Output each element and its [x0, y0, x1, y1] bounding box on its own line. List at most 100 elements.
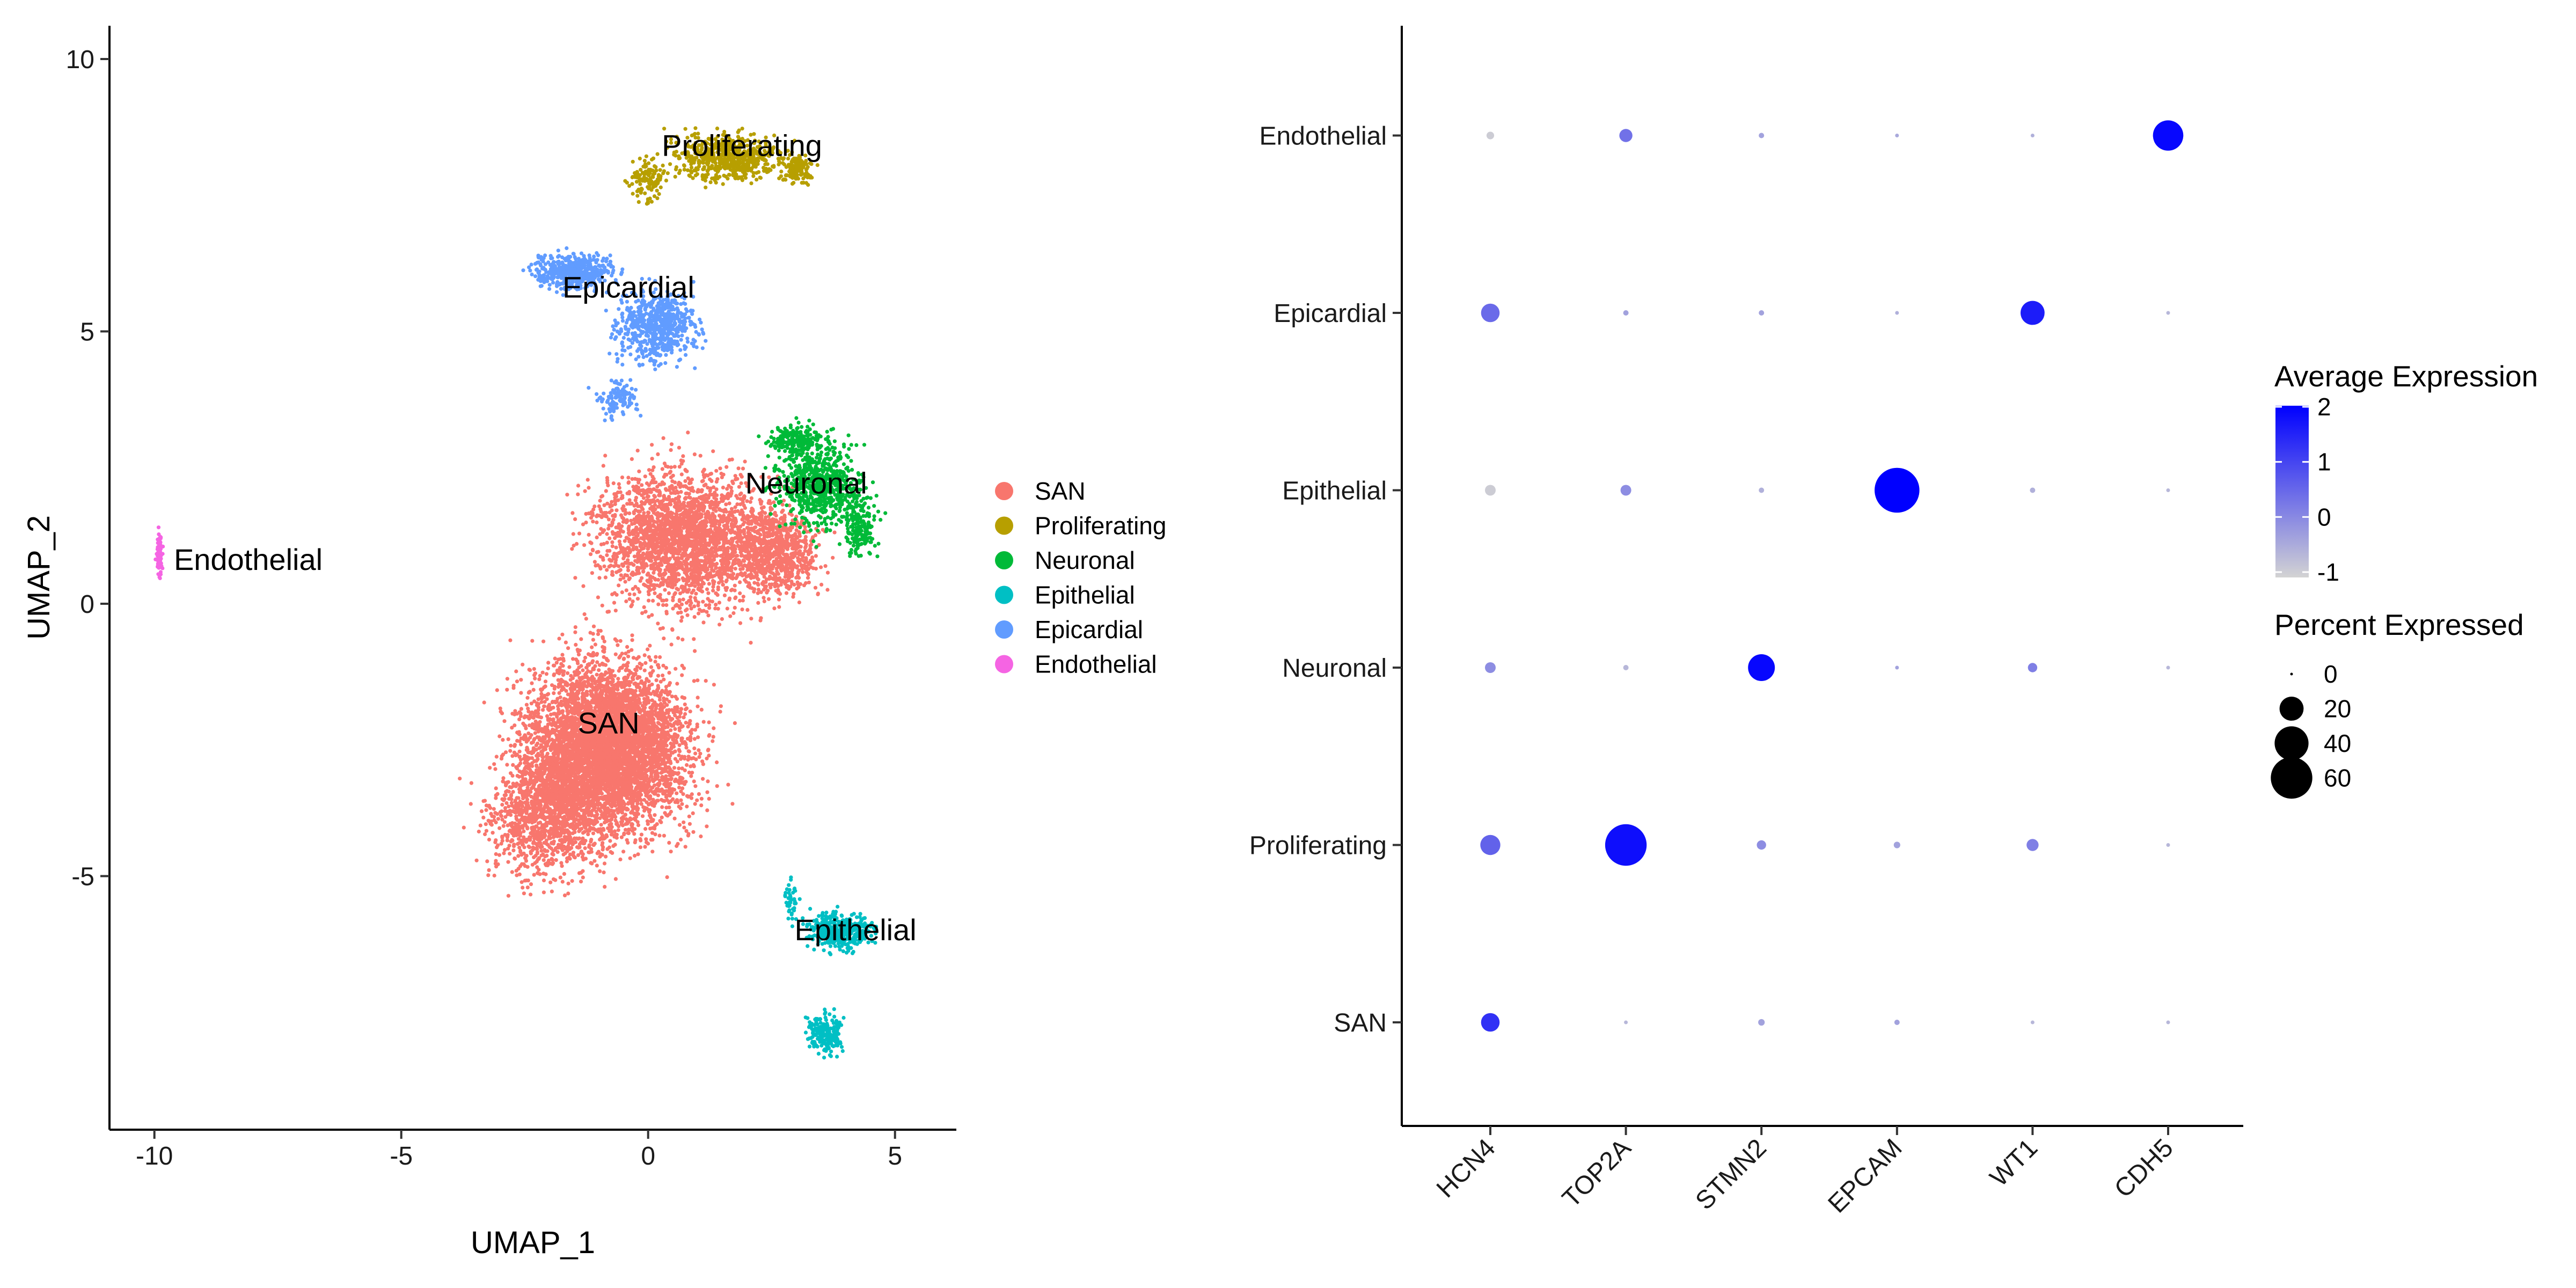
umap-point — [609, 693, 613, 698]
umap-point — [577, 665, 581, 670]
umap-point — [642, 668, 647, 672]
umap-point — [690, 771, 694, 775]
umap-point — [601, 645, 605, 649]
umap-point — [711, 735, 715, 739]
umap-point — [677, 753, 681, 758]
umap-point — [677, 766, 681, 771]
umap-point — [548, 748, 553, 752]
umap-point — [656, 781, 661, 786]
umap-point — [582, 683, 587, 687]
umap-point — [562, 699, 567, 704]
umap-point — [662, 833, 666, 838]
umap-point — [631, 798, 635, 802]
umap-point — [690, 728, 694, 732]
umap-point — [712, 726, 716, 730]
umap-point — [683, 845, 687, 849]
umap-point — [574, 642, 578, 647]
umap-point — [675, 682, 679, 686]
umap-point — [564, 731, 568, 735]
umap-point — [698, 751, 702, 756]
umap-point — [615, 807, 619, 811]
umap-point — [532, 699, 537, 704]
umap-point — [695, 798, 699, 802]
umap-point — [642, 809, 647, 813]
umap-point — [696, 704, 700, 708]
umap-point — [697, 748, 701, 752]
umap-point — [556, 755, 560, 759]
umap-point — [552, 686, 557, 691]
umap-point — [672, 779, 677, 784]
umap-point — [645, 720, 649, 724]
umap-point — [674, 667, 678, 671]
umap-point — [517, 717, 522, 721]
umap-point — [715, 784, 719, 788]
umap-point — [557, 671, 561, 676]
umap-point — [673, 800, 677, 804]
umap-point — [639, 832, 643, 837]
umap-point — [572, 693, 576, 697]
umap-point — [696, 678, 700, 683]
umap-point — [602, 639, 606, 643]
umap-point — [633, 776, 638, 780]
umap-point — [683, 707, 688, 712]
umap-point — [591, 745, 596, 750]
umap-point — [553, 729, 557, 734]
umap-point — [683, 768, 687, 772]
umap-point — [679, 837, 683, 842]
umap-point — [546, 718, 550, 722]
umap-point — [577, 761, 581, 765]
umap-point — [499, 709, 503, 714]
umap-point — [650, 682, 654, 686]
umap-point — [584, 665, 589, 670]
umap-point — [701, 720, 706, 724]
umap-point — [597, 668, 601, 672]
umap-point — [645, 735, 649, 740]
umap-point — [566, 646, 570, 650]
umap-point — [643, 826, 648, 831]
umap-point — [658, 728, 663, 732]
umap-point — [669, 718, 673, 722]
umap-point — [644, 837, 648, 841]
umap-point — [649, 692, 653, 696]
umap-point — [652, 737, 656, 742]
umap-point — [692, 737, 697, 741]
umap-point — [639, 680, 643, 685]
umap-point — [560, 653, 565, 657]
umap-point — [657, 703, 662, 707]
umap-point — [654, 655, 658, 659]
umap-point — [616, 741, 620, 745]
umap-point — [575, 659, 580, 663]
umap-point — [673, 757, 677, 761]
umap-point — [669, 809, 673, 814]
umap-point — [636, 740, 641, 744]
umap-point — [647, 655, 651, 659]
umap-point — [653, 826, 657, 831]
umap-point — [626, 762, 631, 766]
umap-point — [599, 823, 603, 827]
umap-point — [595, 660, 599, 664]
umap-point — [665, 708, 669, 713]
umap-point — [699, 796, 704, 801]
umap-point — [661, 663, 665, 668]
umap-point — [601, 635, 605, 639]
umap-point — [701, 762, 705, 766]
umap-point — [537, 677, 541, 682]
umap-point — [677, 785, 682, 789]
umap-point — [706, 779, 710, 784]
umap-point — [557, 636, 561, 641]
umap-point — [623, 692, 627, 696]
umap-point — [682, 825, 686, 830]
umap-point — [652, 721, 656, 725]
umap-point — [696, 696, 700, 700]
umap-point — [649, 671, 654, 675]
umap-point — [691, 830, 696, 834]
umap-point — [533, 671, 538, 676]
umap-point — [536, 697, 540, 701]
umap-point — [691, 811, 695, 815]
umap-point — [558, 721, 562, 725]
umap-point — [564, 640, 568, 645]
umap-point — [652, 703, 656, 707]
umap-point — [545, 697, 549, 701]
umap-point — [584, 671, 589, 675]
umap-point — [553, 700, 558, 705]
